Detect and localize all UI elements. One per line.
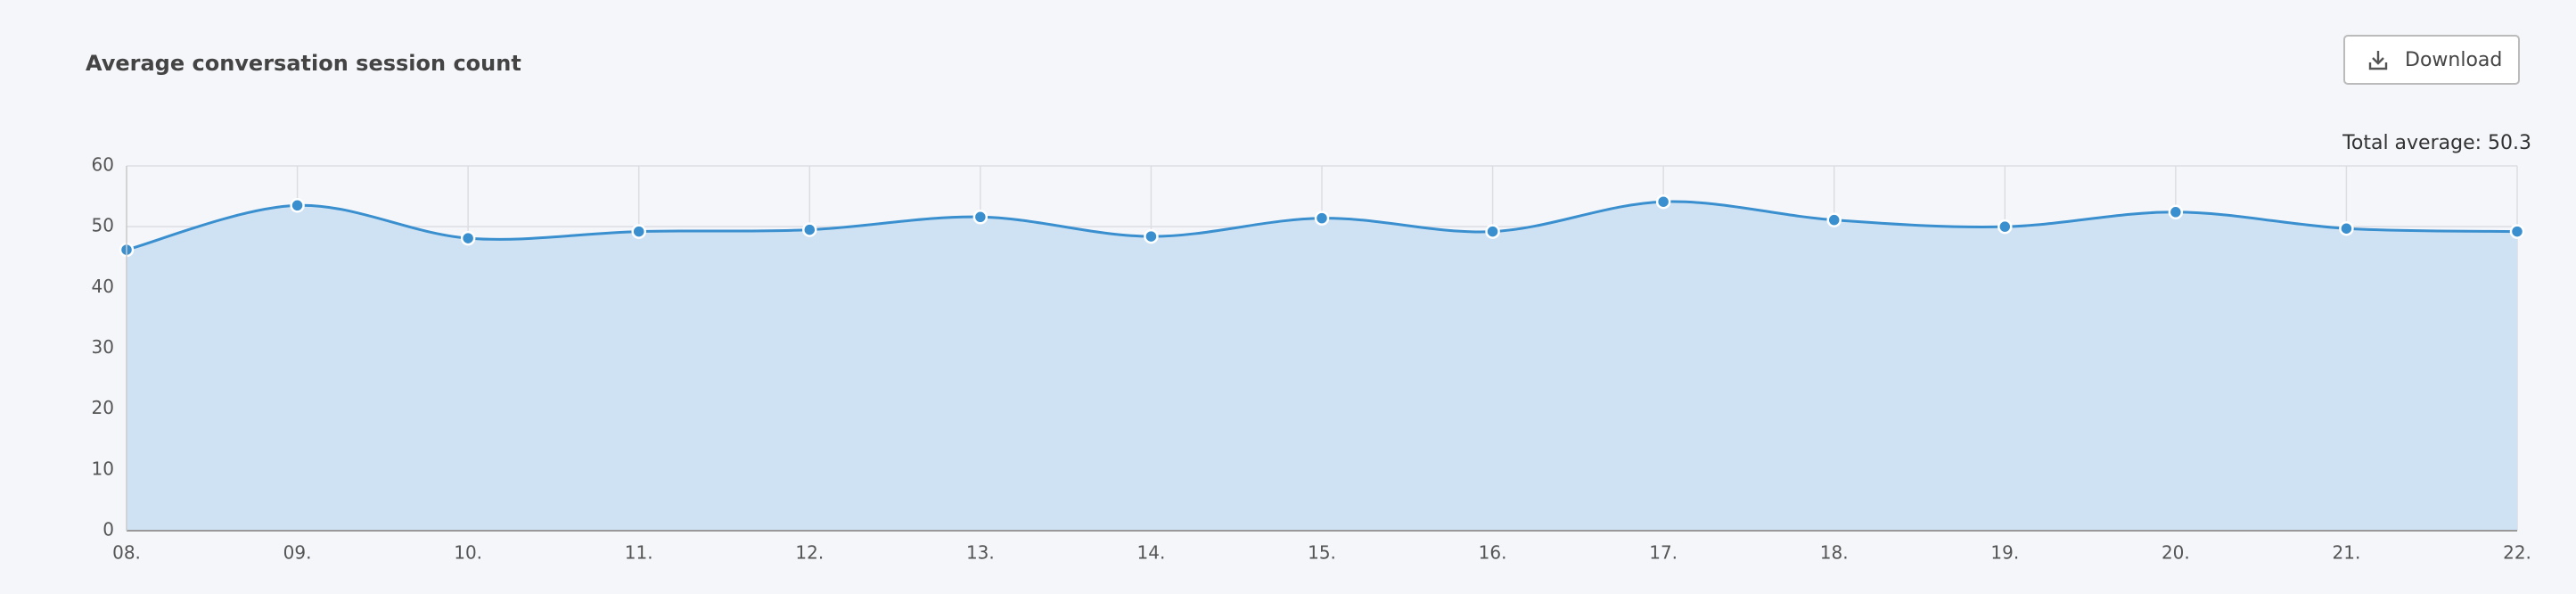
y-tick-label: 30 xyxy=(92,336,114,358)
x-tick-label: 08. xyxy=(112,542,141,564)
download-button[interactable]: Download xyxy=(2343,35,2520,85)
x-tick-label: 15. xyxy=(1308,542,1336,564)
x-tick-label: 22. xyxy=(2503,542,2531,564)
chart-title: Average conversation session count xyxy=(86,51,521,76)
x-tick-label: 14. xyxy=(1137,542,1166,564)
y-tick-label: 0 xyxy=(103,519,114,540)
x-tick-label: 12. xyxy=(795,542,824,564)
x-tick-label: 13. xyxy=(966,542,995,564)
total-average: Total average: 50.3 xyxy=(2342,132,2531,154)
x-tick-label: 11. xyxy=(625,542,653,564)
point xyxy=(1826,212,1842,227)
x-tick-label: 16. xyxy=(1479,542,1507,564)
x-tick-label: 09. xyxy=(283,542,312,564)
point xyxy=(802,222,817,237)
point xyxy=(2168,204,2184,220)
point xyxy=(1655,194,1671,210)
y-tick-label: 10 xyxy=(92,458,114,479)
point xyxy=(460,230,476,246)
point xyxy=(1144,228,1159,244)
x-tick-label: 18. xyxy=(1820,542,1849,564)
x-tick-label: 21. xyxy=(2333,542,2361,564)
button-label[interactable]: Download xyxy=(2405,49,2502,71)
x-tick-label: 19. xyxy=(1990,542,2019,564)
x-tick-label: 20. xyxy=(2162,542,2190,564)
point xyxy=(2509,224,2525,239)
y-tick-label: 20 xyxy=(92,397,114,418)
point xyxy=(631,224,646,239)
y-tick-label: 50 xyxy=(92,215,114,236)
point xyxy=(972,210,989,225)
point xyxy=(1314,210,1330,226)
x-tick-label: 17. xyxy=(1649,542,1678,564)
point xyxy=(1998,219,2013,235)
download-icon xyxy=(2368,51,2388,70)
y-tick-label: 40 xyxy=(92,276,114,297)
button-frame[interactable] xyxy=(2343,35,2520,85)
area xyxy=(127,202,2517,531)
point xyxy=(290,198,305,213)
x-tick-label: 10. xyxy=(454,542,482,564)
point xyxy=(1485,224,1500,239)
y-tick-label: 60 xyxy=(92,154,114,176)
point xyxy=(2339,220,2354,236)
